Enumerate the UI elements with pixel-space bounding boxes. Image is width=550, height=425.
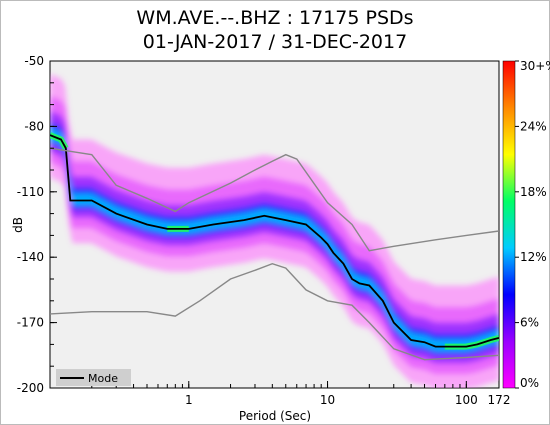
legend: Mode (56, 369, 131, 386)
colorbar-tick-label: 0% (520, 376, 539, 390)
y-axis: -50 -80 -110 -140 -170 -200 (17, 54, 57, 395)
x-axis-label: Period (Sec) (239, 409, 311, 423)
y-tick-label: -80 (24, 119, 44, 133)
x-tick-label: 10 (320, 393, 335, 407)
legend-box (56, 369, 131, 386)
y-tick-label: -110 (17, 185, 44, 199)
chart-title: WM.AVE.--.BHZ : 17175 PSDs (136, 7, 414, 29)
lower-noise-model-line (50, 262, 499, 361)
colorbar-tick-label: 6% (520, 316, 539, 330)
x-tick-label: 172 (488, 393, 511, 407)
colorbar-tick-label: 24% (520, 119, 547, 133)
colorbar-tick-label: 30+% (520, 59, 550, 73)
colorbar-tick-label: 18% (520, 185, 547, 199)
mode-line (50, 134, 499, 348)
x-tick-label: 1 (185, 393, 193, 407)
y-axis-label: dB (11, 217, 25, 233)
y-tick-label: -50 (24, 54, 44, 68)
y-tick-label: -200 (17, 381, 44, 395)
series-layer (50, 134, 499, 361)
upper-noise-model-line (50, 147, 499, 252)
x-axis: 1 10 100 172 (49, 381, 511, 407)
y-tick-label: -140 (17, 250, 44, 264)
legend-mode-label: Mode (88, 372, 118, 385)
y-tick-label: -170 (17, 316, 44, 330)
x-tick-label: 100 (455, 393, 478, 407)
colorbar (502, 60, 516, 389)
colorbar-tick-label: 12% (520, 250, 547, 264)
chart-subtitle: 01-JAN-2017 / 31-DEC-2017 (142, 31, 408, 53)
colorbar-ticks: 0% 6% 12% 18% 24% 30+% (515, 59, 550, 390)
